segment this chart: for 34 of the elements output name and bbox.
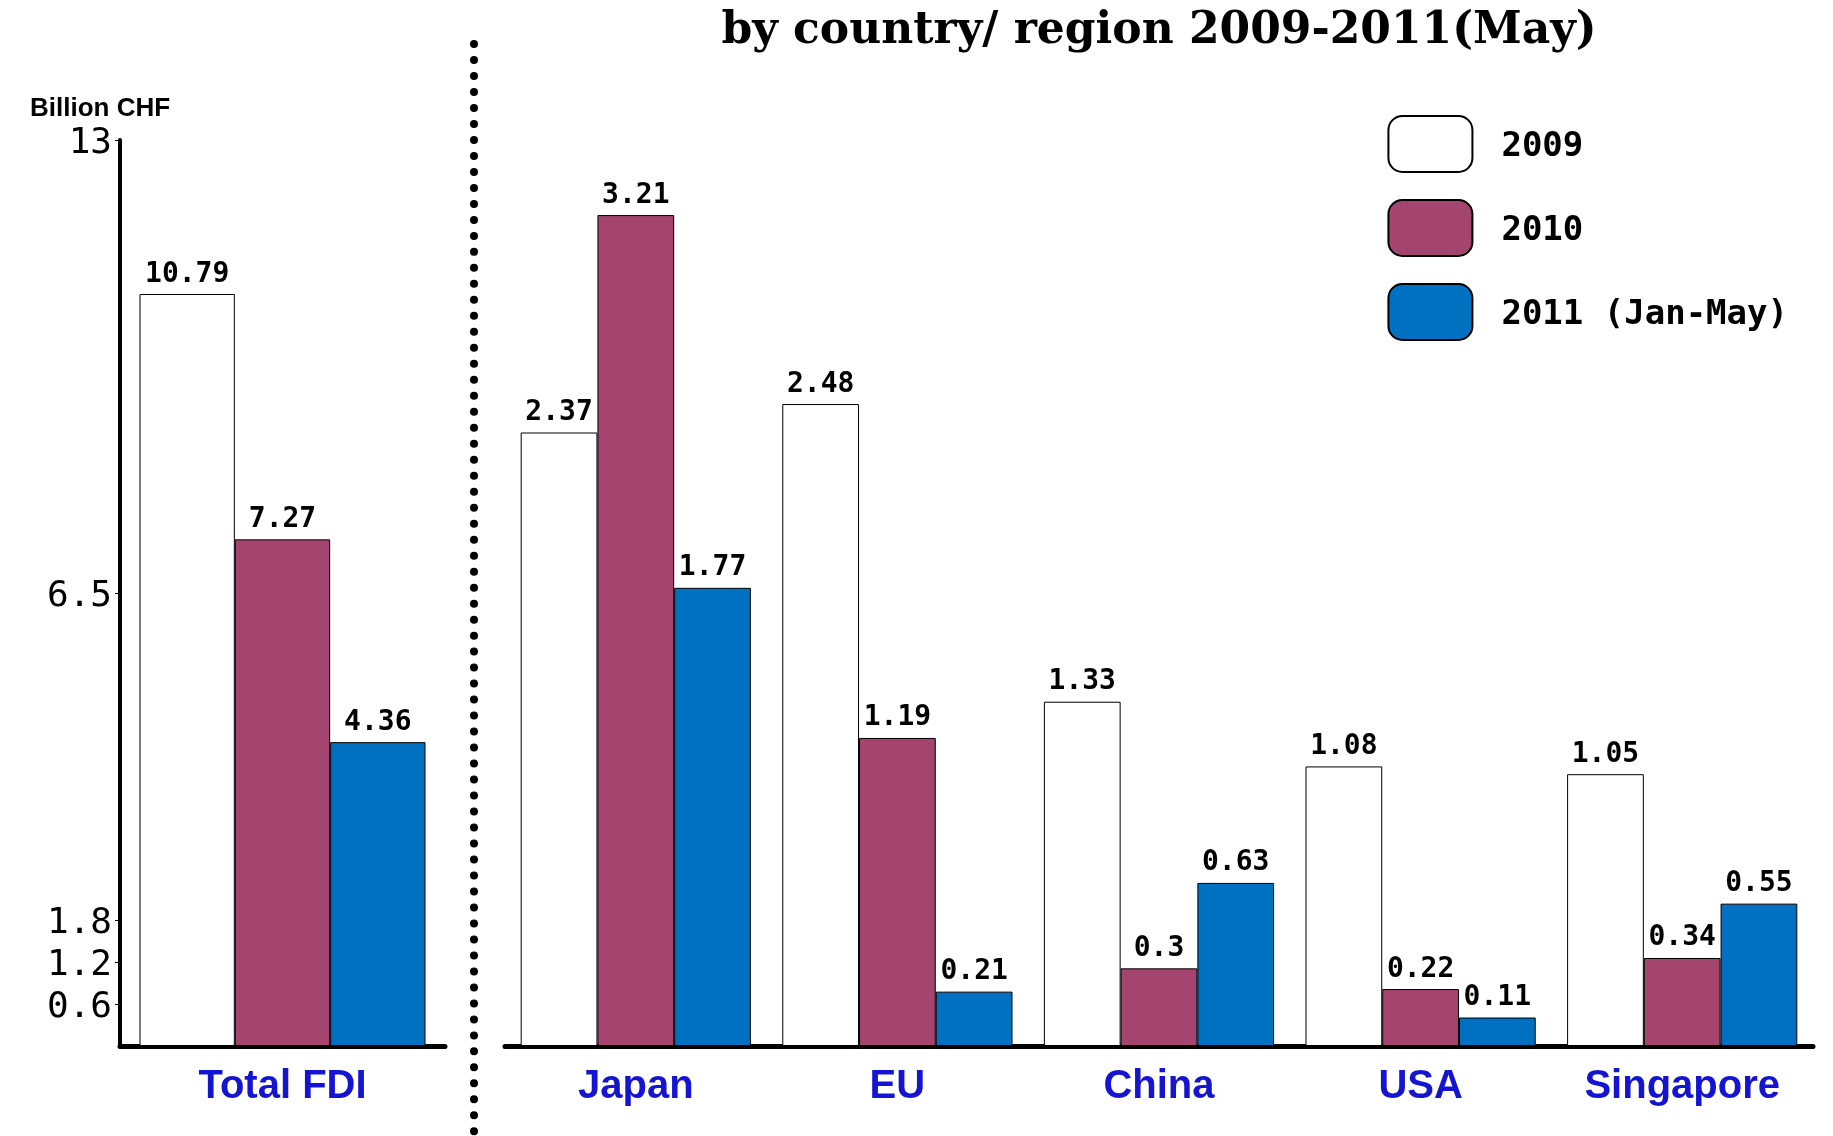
data-label: 0.34 [1648, 919, 1716, 953]
data-label: 1.19 [863, 699, 932, 733]
x-tick-label: Singapore [1584, 1062, 1780, 1106]
x-tick-label: Total FDI [198, 1062, 367, 1106]
data-label: 7.27 [248, 500, 317, 534]
legend-label: 2010 [1501, 208, 1584, 248]
data-label: 0.22 [1386, 950, 1455, 984]
data-label: 0.11 [1463, 979, 1532, 1013]
data-label: 2.48 [786, 365, 855, 399]
data-label: 2.37 [525, 394, 593, 428]
x-tick-label: USA [1378, 1062, 1463, 1106]
data-label: 1.33 [1048, 663, 1116, 697]
y-tick-label: 6.5 [46, 572, 112, 614]
data-label: 10.79 [145, 255, 230, 289]
y-axis-title: Billion CHF [30, 92, 171, 122]
data-label: 0.55 [1725, 865, 1793, 899]
data-label: 0.3 [1133, 929, 1185, 963]
data-label: 1.05 [1571, 735, 1640, 769]
y-tick-label: 1.8 [46, 900, 112, 942]
data-label: 1.77 [678, 549, 747, 583]
legend-label: 2011 (Jan-May) [1501, 292, 1788, 332]
data-label: 1.08 [1310, 727, 1378, 761]
data-label: 4.36 [344, 703, 412, 737]
data-label: 0.21 [940, 953, 1008, 987]
chart-title: by country/ region 2009-2011(May) [721, 1, 1597, 53]
x-tick-label: China [1103, 1062, 1216, 1106]
data-label: 0.63 [1202, 844, 1270, 878]
y-tick-label: 0.6 [46, 983, 112, 1025]
legend-label: 2009 [1501, 124, 1584, 164]
y-tick-label: 13 [68, 119, 112, 161]
y-tick-label: 1.2 [46, 941, 112, 983]
data-label: 3.21 [602, 176, 670, 210]
x-tick-label: Japan [578, 1062, 694, 1106]
x-tick-label: EU [869, 1062, 926, 1106]
